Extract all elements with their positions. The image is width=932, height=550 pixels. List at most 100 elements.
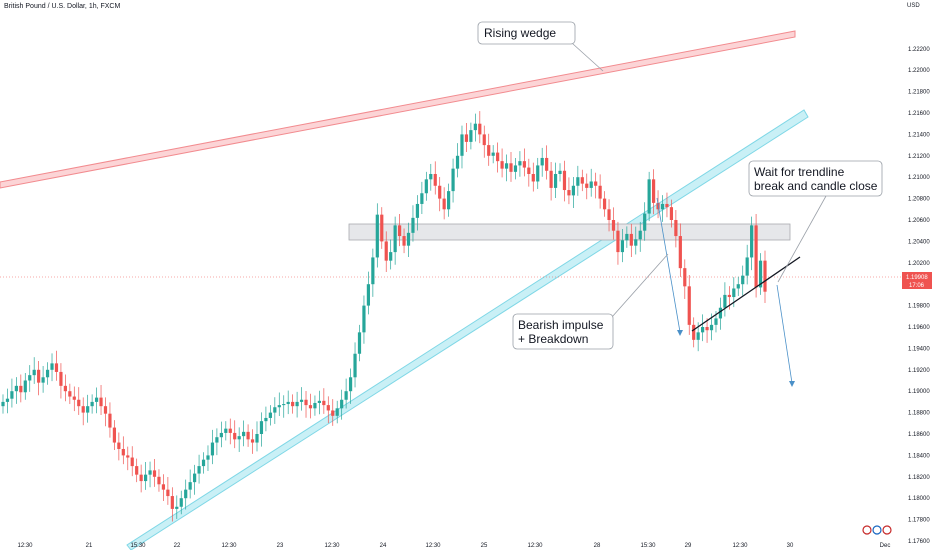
current-price-countdown: 17:06 xyxy=(909,283,925,289)
candle-body xyxy=(170,496,174,509)
candle-body xyxy=(509,163,513,172)
time-tick-label: 21 xyxy=(86,543,93,549)
candle-body xyxy=(464,134,469,142)
candle-body xyxy=(184,489,188,499)
flag-icons[interactable] xyxy=(862,525,892,535)
candle-body xyxy=(210,442,215,456)
usd-flag-icon xyxy=(872,525,882,535)
short-trendline[interactable] xyxy=(691,256,801,332)
candle-body xyxy=(491,152,495,156)
rising-wedge-callout[interactable]: Rising wedge xyxy=(477,21,576,45)
candle-body xyxy=(371,257,375,285)
wait-label-line1: Wait for trendline xyxy=(754,165,845,179)
candle-body xyxy=(629,233,633,246)
candles-group xyxy=(1,111,767,522)
price-tick-label: 1.18600 xyxy=(908,432,930,438)
candle-body xyxy=(317,400,321,403)
candle-body xyxy=(59,371,63,386)
candle-body xyxy=(455,155,460,169)
price-tick-label: 1.19800 xyxy=(908,304,930,310)
candle-body xyxy=(237,436,241,440)
candle-body xyxy=(500,161,504,169)
candle-body xyxy=(277,405,281,408)
candle-body xyxy=(219,432,223,438)
time-tick-label: 12:30 xyxy=(425,543,441,549)
candle-body xyxy=(259,421,264,434)
candle-body xyxy=(23,380,27,393)
price-tick-label: 1.22200 xyxy=(908,47,930,53)
candle-body xyxy=(103,406,108,414)
candle-body xyxy=(487,145,491,156)
candle-body xyxy=(246,431,250,440)
candle-body xyxy=(553,173,558,188)
rising-wedge-lower-band[interactable] xyxy=(126,109,809,550)
candle-body xyxy=(687,286,691,325)
eur-flag-icon xyxy=(882,525,892,535)
time-axis[interactable]: 12:30 21 15:30 22 12:30 23 12:30 24 12:30 25 12:30… xyxy=(17,543,890,549)
candle-body xyxy=(308,405,313,409)
candle-body xyxy=(304,399,308,406)
candle-body xyxy=(585,183,589,188)
candle-body xyxy=(411,217,415,233)
time-tick-label: 25 xyxy=(481,543,488,549)
wait-breakout-callout[interactable]: Wait for trendline break and candle clos… xyxy=(748,160,883,197)
candle-body xyxy=(152,470,157,477)
candle-body xyxy=(709,324,714,331)
candle-body xyxy=(420,193,424,204)
price-tick-label: 1.18800 xyxy=(908,411,930,417)
candle-body xyxy=(531,173,535,182)
time-tick-label: 15:30 xyxy=(640,543,656,549)
candle-body xyxy=(754,225,758,288)
candle-body xyxy=(433,173,437,186)
candle-body xyxy=(567,190,571,196)
candle-body xyxy=(447,191,451,210)
time-tick-label: 24 xyxy=(380,543,387,549)
candle-body xyxy=(651,179,656,203)
candle-body xyxy=(161,484,166,490)
candle-body xyxy=(424,179,428,194)
candle-body xyxy=(112,427,117,443)
price-tick-label: 1.19400 xyxy=(908,346,930,352)
candle-body xyxy=(549,170,553,188)
bearish-impulse-callout[interactable]: Bearish impulse + Breakdown xyxy=(512,313,614,350)
candle-body xyxy=(741,275,745,285)
price-tick-label: 1.18000 xyxy=(908,496,930,502)
candle-body xyxy=(518,161,522,166)
price-tick-label: 1.20600 xyxy=(908,218,930,224)
candle-body xyxy=(157,476,161,485)
gbp-flag-icon xyxy=(862,525,872,535)
time-tick-label: 12:30 xyxy=(732,543,748,549)
candle-body xyxy=(406,232,411,246)
candle-body xyxy=(660,203,665,210)
candle-body xyxy=(415,203,420,218)
candle-body xyxy=(643,213,647,231)
candle-body xyxy=(429,173,433,180)
candle-body xyxy=(384,241,388,261)
candle-body xyxy=(188,482,192,490)
candle-body xyxy=(45,369,50,378)
candle-body xyxy=(139,474,143,482)
candle-body xyxy=(273,407,277,413)
resistance-zone[interactable] xyxy=(348,223,791,241)
candle-body xyxy=(723,294,727,308)
candle-body xyxy=(282,404,286,406)
candle-body xyxy=(193,473,197,483)
candle-body xyxy=(473,123,477,131)
price-tick-label: 1.21000 xyxy=(908,175,930,181)
price-axis[interactable]: 1.22200 1.22000 1.21800 1.21600 1.21400 1.212… xyxy=(908,47,930,545)
candle-body xyxy=(589,181,593,188)
rising-wedge-upper-band[interactable] xyxy=(0,30,796,189)
candle-body xyxy=(335,408,339,416)
price-tick-label: 1.17800 xyxy=(908,518,930,524)
candle-body xyxy=(674,220,678,237)
candle-body xyxy=(228,428,232,433)
candle-body xyxy=(148,470,152,475)
candle-body xyxy=(264,417,268,422)
candle-body xyxy=(72,396,76,400)
time-tick-label: 29 xyxy=(685,543,692,549)
currency-label: USD xyxy=(907,3,920,9)
time-tick-label: 30 xyxy=(787,543,794,549)
price-tick-label: 1.19000 xyxy=(908,389,930,395)
time-tick-label: 23 xyxy=(277,543,284,549)
